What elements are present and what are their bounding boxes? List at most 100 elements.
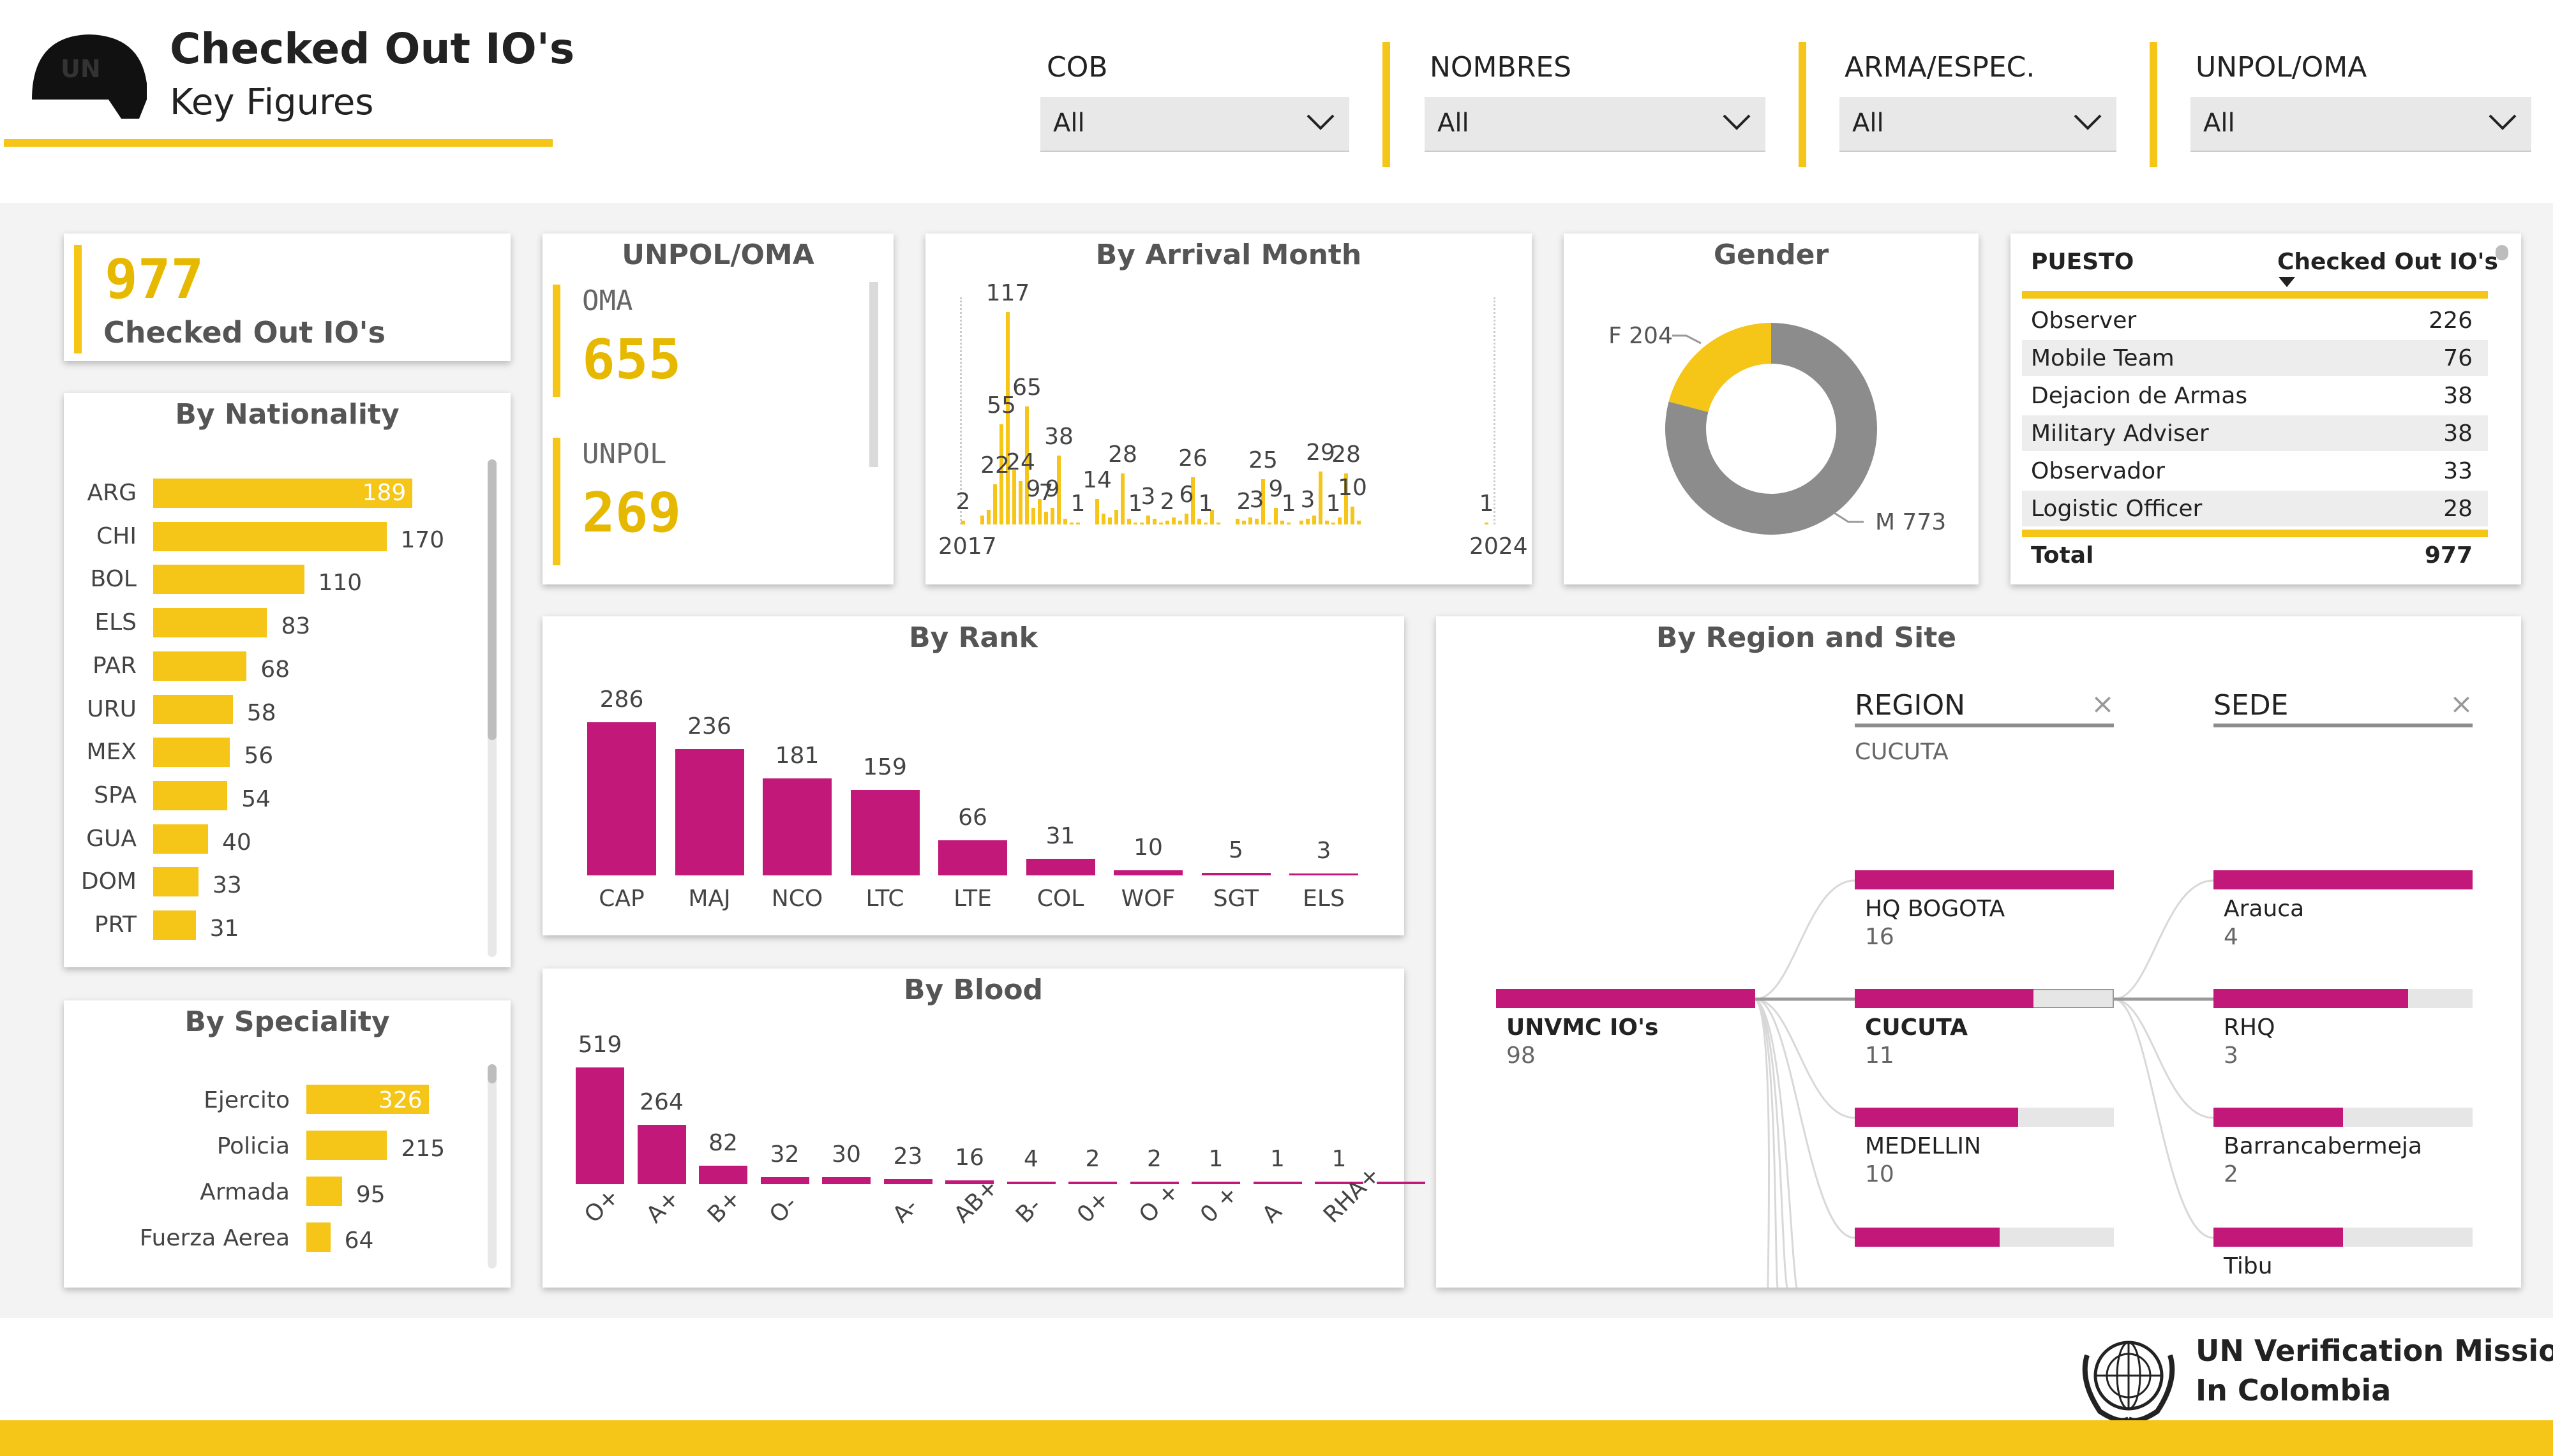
category-label: 0 + (1195, 1180, 1243, 1228)
table-cell-count: 38 (2443, 383, 2473, 409)
speciality-card[interactable]: By Speciality Ejercito 326 Policia 215 Armad… (64, 1000, 511, 1288)
value-label: 215 (401, 1136, 445, 1162)
bar (153, 910, 196, 940)
category-label: CAP (599, 886, 645, 912)
scrollbar-thumb[interactable] (488, 459, 497, 740)
value-label: 264 (640, 1089, 684, 1116)
value-label: 170 (400, 526, 445, 553)
table-cell-puesto: Military Adviser (2031, 420, 2209, 447)
arrival-title: By Arrival Month (1095, 239, 1362, 271)
table-row[interactable]: Observer 226 (2022, 302, 2488, 338)
blood-card[interactable]: By Blood 519 O+ 264 A+ 82 B+ 32 O- 30 23 A- 16 AB+ 4 B… (543, 969, 1425, 1288)
bar (1076, 523, 1080, 524)
node-bar (2213, 989, 2408, 1008)
data-label: 9 (1268, 476, 1284, 503)
data-label: 117 (985, 280, 1030, 306)
decomp-root-bar[interactable] (1496, 989, 1755, 1008)
category-label: O+ (580, 1183, 625, 1228)
table-row[interactable]: Military Adviser 38 (2022, 415, 2488, 451)
bar (1159, 523, 1163, 524)
arrival-card[interactable]: By Arrival Month 2017 2024 2 55 117 22 24 65 9… (925, 234, 1532, 584)
value-label: 54 (241, 785, 271, 812)
nationality-card[interactable]: By Nationality ARG 189 CHI 170 BOL 110 ELS 83 PA… (64, 393, 511, 967)
data-label: 1 (1198, 491, 1213, 517)
data-label: 10 (1338, 474, 1367, 501)
category-label: LTC (865, 886, 904, 912)
close-icon[interactable]: × (2091, 688, 2115, 720)
slicer-label-cob: COB (1047, 51, 1108, 84)
blood-title: By Blood (903, 974, 1044, 1006)
scrollbar-track[interactable] (869, 282, 878, 467)
table-cell-puesto: Logistic Officer (2031, 496, 2203, 522)
bar (883, 1178, 932, 1184)
table-row[interactable]: Mobile Team 76 (2022, 340, 2488, 376)
slicer-arma[interactable]: All (1839, 97, 2116, 152)
bar (1006, 312, 1010, 524)
rank-card[interactable]: By Rank 286 CAP 236 MAJ 181 NCO 159 LTC 66 LTE 31 C… (543, 616, 1404, 935)
bar (153, 479, 413, 508)
table-row[interactable]: Observador 33 (2022, 453, 2488, 489)
unpol-accent-bar (553, 438, 560, 565)
region-title: By Region and Site (1656, 621, 1957, 654)
table-header-count[interactable]: Checked Out IO's (2277, 249, 2498, 275)
node-bar (1855, 989, 2034, 1008)
unpol-oma-card[interactable]: UNPOL/OMA OMA 655 UNPOL 269 (543, 234, 894, 584)
gender-slice-f[interactable] (1668, 323, 1771, 412)
node-value: 2 (2224, 1161, 2238, 1187)
bar (1338, 517, 1342, 524)
category-label: PRT (94, 912, 137, 938)
org-name-line1: UN Verification Mission (2196, 1333, 2553, 1368)
value-label: 66 (958, 804, 987, 831)
table-row[interactable]: Dejacion de Armas 38 (2022, 378, 2488, 413)
bar (306, 1222, 331, 1252)
gender-card[interactable]: Gender F 204 M 773 (1564, 234, 1979, 584)
region-card[interactable]: By Region and Site REGION × CUCUTA SEDE … (1436, 616, 2521, 1288)
data-label: 1 (1128, 491, 1143, 517)
category-label: BOL (90, 566, 137, 593)
category-label: GUA (86, 825, 137, 852)
close-icon[interactable]: × (2450, 688, 2473, 720)
bar (1248, 517, 1252, 524)
bar (760, 1177, 809, 1184)
page-title: Checked Out IO's (170, 24, 575, 73)
data-label: 1 (1281, 491, 1296, 517)
scrollbar-track[interactable] (488, 1064, 497, 1268)
category-label: ELS (94, 609, 137, 636)
gender-slice-m[interactable] (1665, 323, 1877, 535)
bar (980, 515, 984, 524)
bar (1068, 1182, 1117, 1184)
value-label: 1 (1331, 1146, 1347, 1172)
svg-text:UN: UN (61, 55, 101, 83)
node-value: 4 (2224, 924, 2238, 950)
slicer-unpol[interactable]: All (2190, 97, 2531, 152)
table-scroll-dot[interactable] (2496, 245, 2508, 260)
bar (637, 1125, 686, 1184)
slicer-nombres[interactable]: All (1425, 97, 1765, 152)
bar (763, 778, 832, 875)
bar (822, 1177, 871, 1184)
puesto-table-card[interactable]: PUESTO Checked Out IO's Observer 226 Mobil… (2010, 234, 2521, 584)
oma-label: OMA (582, 285, 633, 317)
slicer-cob[interactable]: All (1040, 97, 1349, 152)
table-row[interactable]: Logistic Officer 28 (2022, 491, 2488, 526)
node-value: 16 (1865, 924, 1894, 950)
kpi-accent-bar (74, 245, 82, 353)
category-label: Fuerza Aerea (139, 1225, 290, 1251)
arrival-x-start: 2017 (938, 533, 997, 560)
value-label: 30 (832, 1141, 861, 1168)
value-label: 3 (1316, 838, 1331, 864)
kpi-card[interactable]: 977 Checked Out IO's (64, 234, 511, 361)
bar (1210, 510, 1214, 524)
data-label: 9 (1026, 476, 1041, 503)
scrollbar-thumb[interactable] (488, 1064, 497, 1083)
data-label: 3 (1249, 487, 1264, 514)
bar (153, 780, 228, 810)
value-label: 326 (378, 1087, 423, 1113)
bar (1306, 519, 1310, 524)
oma-value: 655 (582, 328, 682, 392)
category-label: PAR (92, 652, 137, 679)
title-underline (4, 139, 553, 147)
table-header-puesto[interactable]: PUESTO (2031, 249, 2134, 275)
bar (1031, 508, 1035, 524)
value-label: 16 (955, 1145, 984, 1171)
